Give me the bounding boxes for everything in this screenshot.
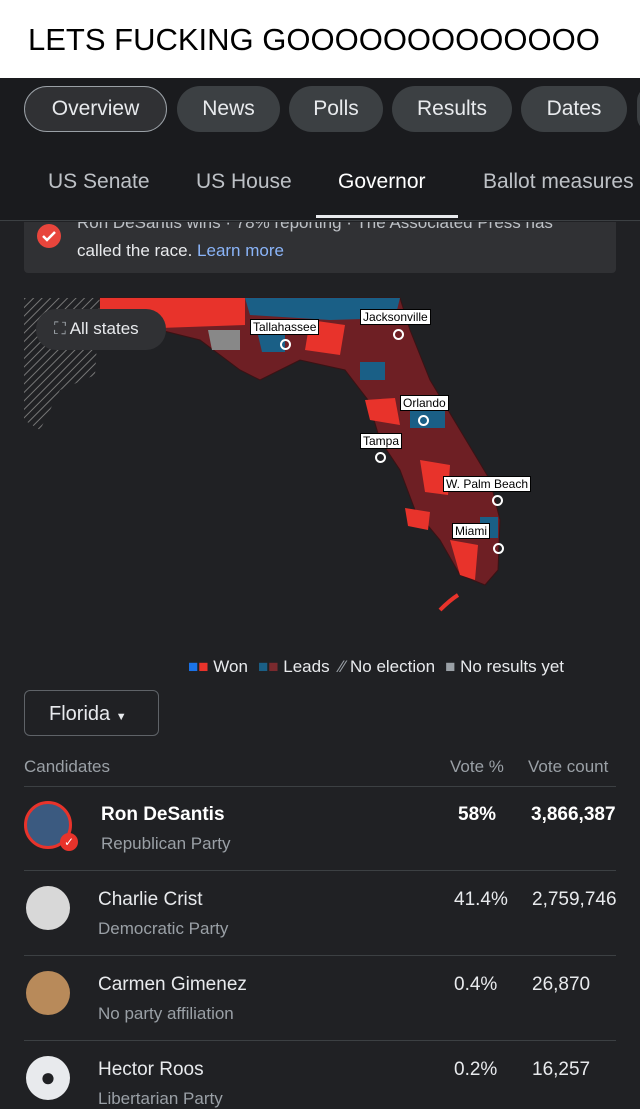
subtab[interactable]: US House xyxy=(196,170,292,193)
subtab[interactable]: Ballot measures xyxy=(483,170,634,193)
column-header: Vote count xyxy=(528,757,609,776)
banner: Ron DeSantis wins · 78% reporting · The … xyxy=(24,213,616,273)
state-name[interactable]: Florida xyxy=(49,703,111,725)
tab[interactable]: Overview xyxy=(24,86,167,132)
tab[interactable]: News xyxy=(177,86,280,132)
divider xyxy=(0,220,640,221)
city-dot xyxy=(492,495,503,506)
candidate-name: Charlie Crist xyxy=(98,889,203,910)
caption-band: LETS FUCKING GOOOOOOOOOOOOO xyxy=(0,0,640,78)
tab[interactable]: Results xyxy=(392,86,512,132)
party: Republican Party xyxy=(101,834,231,853)
check-icon xyxy=(37,224,61,248)
vote-pct: 0.4% xyxy=(454,974,498,995)
candidate-name: Hector Roos xyxy=(98,1059,204,1080)
subtab[interactable]: US Senate xyxy=(48,170,150,193)
vote-count: 3,866,387 xyxy=(531,804,616,825)
caption: LETS FUCKING GOOOOOOOOOOOOO xyxy=(28,22,600,57)
city-dot xyxy=(393,329,404,340)
legend-item: ■ No results yet xyxy=(445,657,565,676)
county xyxy=(360,362,385,380)
banner-line1: Ron DeSantis wins · 78% reporting · The … xyxy=(77,213,553,232)
city-dot xyxy=(418,415,429,426)
tab[interactable]: Dates xyxy=(521,86,627,132)
legend-item: ⁄⁄ No election xyxy=(339,657,436,676)
city-label: W. Palm Beach xyxy=(443,476,532,492)
avatar: ● xyxy=(26,1056,70,1100)
column-header: Candidates xyxy=(24,757,111,776)
city-dot xyxy=(375,452,386,463)
party: No party affiliation xyxy=(98,1004,234,1023)
person-icon: ● xyxy=(40,1062,56,1092)
keys xyxy=(438,593,460,612)
banner-link[interactable]: Learn more xyxy=(197,241,284,260)
county xyxy=(450,540,478,580)
city-label: Tallahassee xyxy=(250,319,320,335)
tab-overflow[interactable] xyxy=(637,86,640,132)
all-states-text[interactable]: All states xyxy=(69,319,139,338)
legend-label: Won xyxy=(213,657,248,676)
tab[interactable]: Polls xyxy=(289,86,383,132)
vote-count: 26,870 xyxy=(532,974,591,995)
subtab[interactable]: Governor xyxy=(338,170,426,193)
city-label: Miami xyxy=(452,523,490,539)
county xyxy=(405,508,430,530)
vote-count: 16,257 xyxy=(532,1059,591,1080)
state-selector[interactable]: Florida ▼ xyxy=(24,690,159,736)
divider xyxy=(24,1040,616,1041)
city-label: Tampa xyxy=(360,433,403,449)
vote-count: 2,759,746 xyxy=(532,889,617,910)
vote-pct: 41.4% xyxy=(454,889,508,910)
avatar xyxy=(26,971,70,1015)
avatar xyxy=(26,886,70,930)
city-dot xyxy=(493,543,504,554)
city-label: Orlando xyxy=(400,395,449,411)
candidate-name: Carmen Gimenez xyxy=(98,974,247,995)
party: Libertarian Party xyxy=(98,1089,223,1108)
city-dot xyxy=(280,339,291,350)
legend-label: No election xyxy=(350,657,436,676)
banner-text: called the race. xyxy=(77,241,193,260)
column-header: Vote % xyxy=(450,757,504,776)
vote-pct: 0.2% xyxy=(454,1059,498,1080)
all-states-label[interactable]: ⛶ All states xyxy=(54,319,139,338)
divider xyxy=(24,955,616,956)
banner-line2: called the race. Learn more xyxy=(77,241,284,261)
legend: ■■ Won ■■ Leads ⁄⁄ No election ■ No results… xyxy=(188,657,574,677)
legend-item: ■■ Won xyxy=(188,657,248,676)
legend-label: No results yet xyxy=(460,657,565,676)
county xyxy=(365,398,400,425)
winner-check: ✓ xyxy=(60,833,78,851)
all-states-button[interactable] xyxy=(36,309,166,350)
party: Democratic Party xyxy=(98,919,229,938)
divider xyxy=(24,786,616,787)
tab-underline xyxy=(316,215,458,218)
legend-label: Leads xyxy=(283,657,330,676)
county xyxy=(208,330,240,350)
county xyxy=(420,460,450,495)
divider xyxy=(24,870,616,871)
vote-pct: 58% xyxy=(458,804,497,825)
candidate-name: Ron DeSantis xyxy=(101,804,225,825)
legend-item: ■■ Leads xyxy=(257,657,330,676)
county xyxy=(258,335,285,352)
city-label: Jacksonville xyxy=(360,309,431,325)
